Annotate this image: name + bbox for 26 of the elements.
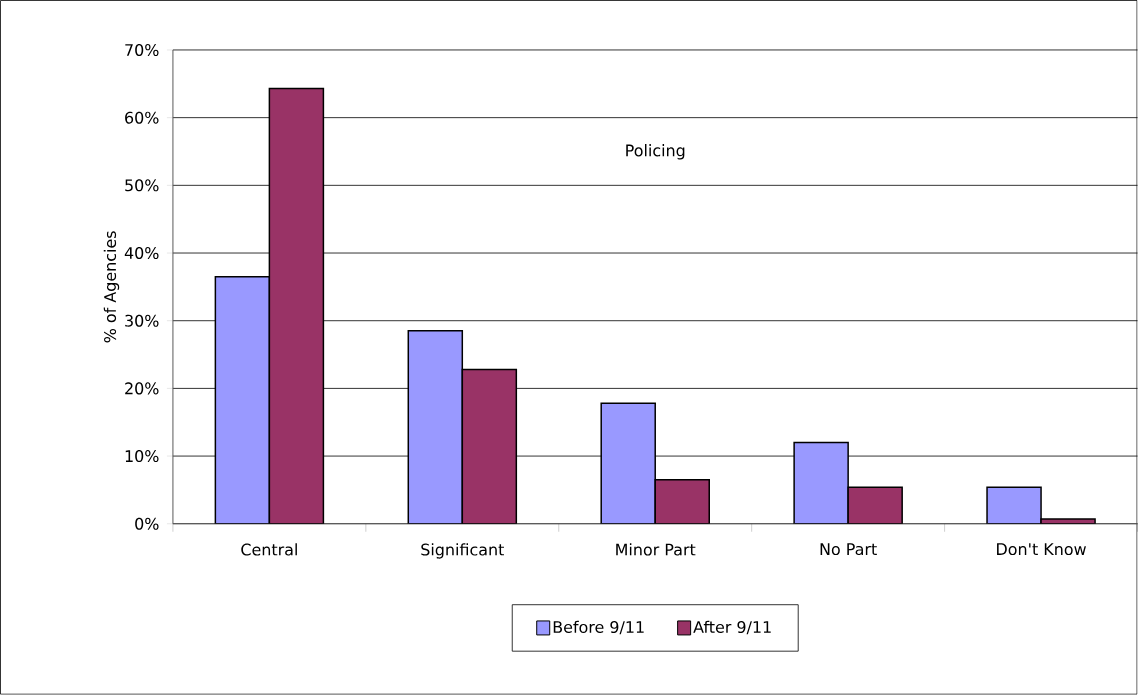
x-tick-label: Don't Know bbox=[997, 543, 1086, 556]
bar bbox=[214, 276, 271, 524]
bar bbox=[461, 368, 518, 524]
legend-label: After 9/11 bbox=[693, 620, 771, 635]
x-tick-label: No Part bbox=[820, 543, 877, 556]
annotation: Policing bbox=[626, 144, 685, 160]
y-tick-label: 20% bbox=[125, 382, 159, 395]
y-tick-label: 70% bbox=[125, 44, 159, 57]
bar bbox=[654, 479, 710, 524]
y-axis-title: % of Agencies bbox=[103, 231, 120, 343]
bar bbox=[268, 87, 325, 524]
y-tick-label: 50% bbox=[125, 179, 159, 192]
bar bbox=[600, 402, 656, 524]
legend-label: Before 9/11 bbox=[553, 620, 644, 635]
x-tick-label: Central bbox=[241, 543, 297, 556]
bar bbox=[986, 486, 1042, 524]
y-tick-label: 0% bbox=[135, 517, 159, 530]
bar bbox=[847, 486, 903, 524]
y-tick-label: 40% bbox=[124, 247, 159, 260]
x-tick-label: Significant bbox=[421, 543, 504, 559]
bar bbox=[407, 330, 464, 524]
y-tick-label: 60% bbox=[125, 111, 159, 124]
bar bbox=[793, 441, 849, 524]
y-tick-label: 10% bbox=[125, 450, 159, 463]
x-tick-label: Minor Part bbox=[616, 543, 696, 556]
y-tick-label: 30% bbox=[125, 314, 159, 327]
